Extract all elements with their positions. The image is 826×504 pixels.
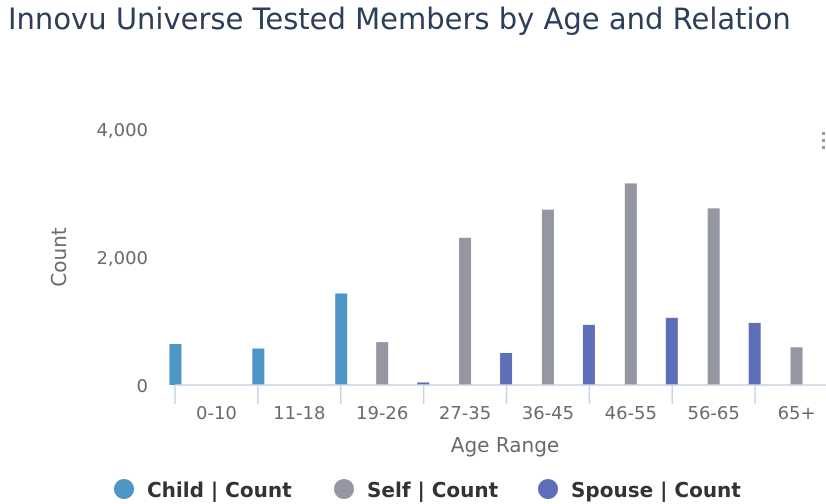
bar[interactable] bbox=[541, 209, 554, 385]
x-tick-label: 0-10 bbox=[196, 403, 237, 424]
legend-marker bbox=[538, 479, 558, 499]
bar[interactable] bbox=[417, 382, 430, 385]
y-axis-ticks: 0 2,000 4,000 bbox=[96, 120, 148, 397]
legend: Child | Count Self | Count Spouse | Count bbox=[114, 478, 741, 502]
bar[interactable] bbox=[335, 293, 348, 385]
x-tick-label: 56-65 bbox=[688, 403, 740, 424]
ellipsis-vertical-icon[interactable] bbox=[822, 132, 826, 153]
bar[interactable] bbox=[707, 208, 720, 385]
bar[interactable] bbox=[500, 353, 513, 385]
legend-marker bbox=[114, 479, 134, 499]
bar[interactable] bbox=[624, 183, 637, 385]
bar[interactable] bbox=[169, 344, 182, 385]
legend-label: Self | Count bbox=[367, 478, 499, 502]
y-tick-label: 2,000 bbox=[96, 248, 148, 269]
bars bbox=[169, 183, 803, 386]
bar[interactable] bbox=[665, 317, 678, 385]
legend-label: Child | Count bbox=[147, 478, 292, 502]
x-tick-label: 65+ bbox=[778, 403, 816, 424]
bar[interactable] bbox=[790, 347, 803, 385]
legend-item[interactable]: Child | Count bbox=[114, 478, 292, 502]
x-tick-label: 36-45 bbox=[522, 403, 574, 424]
x-axis-label: Age Range bbox=[451, 433, 559, 457]
bar[interactable] bbox=[748, 322, 761, 385]
x-tick-label: 46-55 bbox=[605, 403, 657, 424]
bar[interactable] bbox=[252, 348, 265, 385]
x-tick-label: 27-35 bbox=[439, 403, 491, 424]
bar[interactable] bbox=[459, 237, 472, 385]
legend-marker bbox=[334, 479, 354, 499]
legend-item[interactable]: Self | Count bbox=[334, 478, 499, 502]
x-tick-label: 19-26 bbox=[356, 403, 408, 424]
x-tick-label: 11-18 bbox=[273, 403, 325, 424]
legend-label: Spouse | Count bbox=[571, 478, 741, 502]
y-tick-label: 4,000 bbox=[96, 120, 148, 141]
x-axis: 0-10 11-18 19-26 27-35 36-45 46-55 56-65 65+ bbox=[174, 384, 826, 424]
bar[interactable] bbox=[376, 342, 389, 385]
y-axis-label: Count bbox=[47, 227, 71, 287]
y-tick-label: 0 bbox=[137, 376, 148, 397]
chart-title: Innovu Universe Tested Members by Age an… bbox=[8, 2, 791, 36]
legend-item[interactable]: Spouse | Count bbox=[538, 478, 741, 502]
bar[interactable] bbox=[582, 324, 595, 385]
